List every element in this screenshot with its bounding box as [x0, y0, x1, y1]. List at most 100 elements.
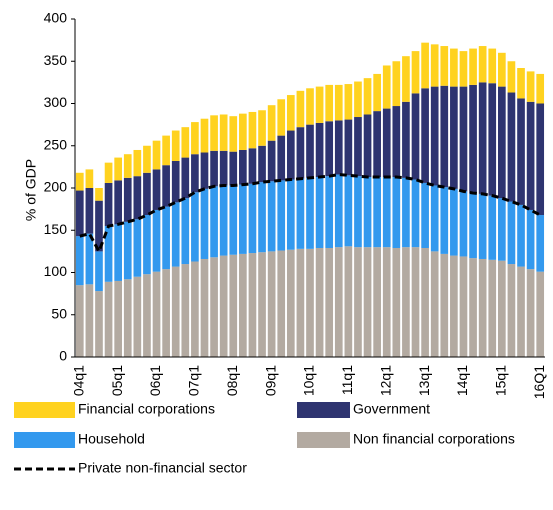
legend-swatch: [297, 402, 350, 418]
bar-segment: [536, 73, 545, 104]
bar-segment: [430, 86, 439, 186]
bar-segment: [411, 179, 420, 248]
bar-segment: [95, 251, 103, 292]
bar-segment: [296, 248, 305, 357]
bar-segment: [430, 251, 439, 357]
bar-segment: [306, 124, 314, 178]
bar-segment: [133, 176, 142, 220]
bar-segment: [219, 114, 228, 151]
y-tick-label: 250: [44, 136, 68, 152]
bar-segment: [459, 191, 468, 257]
bar-segment: [143, 172, 151, 216]
bar-segment: [440, 46, 449, 86]
bar-segment: [507, 201, 516, 265]
x-tick-label: 04q1: [70, 365, 86, 396]
bar-segment: [536, 103, 545, 216]
bar-segment: [258, 110, 266, 146]
bar-segment: [459, 51, 468, 87]
bar-segment: [344, 84, 353, 120]
bar-segment: [507, 61, 516, 93]
bar-segment: [382, 65, 391, 109]
bar-segment: [258, 145, 266, 183]
bar-segment: [488, 195, 497, 260]
bar-segment: [258, 182, 266, 253]
bar-segment: [421, 182, 429, 248]
bar-segment: [363, 78, 372, 115]
y-tick-label: 150: [44, 221, 68, 237]
bar-segment: [85, 233, 94, 285]
bar-segment: [315, 86, 324, 123]
bar-segment: [469, 84, 477, 194]
bar-segment: [95, 200, 103, 252]
bar-segment: [85, 284, 94, 357]
bar-segment: [277, 99, 286, 136]
bar-segment: [286, 130, 295, 180]
bar-segment: [95, 291, 103, 357]
bar-segment: [517, 204, 525, 267]
y-tick-label: 100: [44, 263, 68, 279]
bar-segment: [277, 180, 286, 251]
bar-segment: [315, 177, 324, 248]
bar-segment: [85, 169, 94, 188]
bar-segment: [306, 248, 314, 357]
x-tick-label: 08q1: [224, 365, 240, 396]
bar-segment: [229, 185, 238, 255]
bar-segment: [382, 247, 391, 357]
bar-segment: [133, 219, 142, 277]
bar-segment: [296, 127, 305, 179]
bar-segment: [210, 257, 218, 357]
x-tick-label: 11q1: [339, 365, 355, 395]
bar-segment: [402, 177, 410, 248]
bar-segment: [382, 108, 391, 178]
bar-segment: [152, 209, 161, 272]
y-axis-title: % of GDP: [23, 159, 39, 221]
legend-label: Non financial corporations: [353, 431, 515, 447]
bar-segment: [296, 90, 305, 128]
bar-segment: [248, 111, 257, 149]
bar-segment: [191, 192, 199, 262]
bar-segment: [430, 44, 439, 87]
bar-segment: [286, 179, 295, 250]
bar-segment: [373, 177, 381, 248]
bar-segment: [478, 46, 487, 83]
bar-segment: [421, 247, 429, 357]
bar-segment: [402, 247, 410, 357]
bar-segment: [219, 150, 228, 186]
bar-segment: [402, 101, 410, 178]
bar-segment: [440, 187, 449, 254]
bar-segment: [123, 221, 132, 280]
bar-segment: [181, 198, 190, 265]
bar-segment: [181, 264, 190, 357]
bar-segment: [478, 82, 487, 194]
bar-segment: [469, 48, 477, 85]
bar-segment: [277, 135, 286, 181]
bar-segment: [286, 95, 295, 131]
bar-segment: [75, 285, 84, 357]
bar-segment: [75, 172, 84, 191]
bar-segment: [373, 73, 381, 112]
bar-segment: [469, 193, 477, 259]
bar-segment: [536, 271, 545, 357]
bar-segment: [162, 206, 170, 270]
x-tick-label: 05q1: [109, 365, 125, 396]
bar-segment: [334, 84, 343, 121]
bar-segment: [344, 175, 353, 247]
bar-segment: [488, 83, 497, 196]
bar-segment: [459, 86, 468, 192]
bar-segment: [498, 52, 506, 87]
bar-segment: [200, 118, 209, 153]
bar-segment: [123, 177, 132, 222]
bar-segment: [517, 98, 525, 205]
bar-segment: [315, 247, 324, 357]
legend-label: Government: [353, 401, 430, 417]
bar-segment: [373, 247, 381, 357]
bar-segment: [200, 258, 209, 357]
bar-segment: [104, 226, 113, 282]
bar-segment: [219, 185, 228, 256]
bar-segment: [267, 181, 276, 252]
bar-segment: [296, 178, 305, 249]
legend-label: Private non-financial sector: [78, 460, 247, 476]
bar-segment: [344, 119, 353, 176]
y-tick-label: 300: [44, 94, 68, 110]
bar-segment: [306, 177, 314, 249]
